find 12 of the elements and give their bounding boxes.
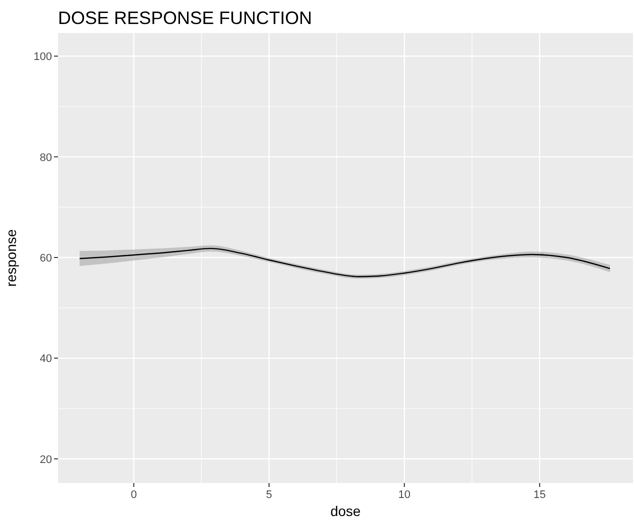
x-tick-label: 15	[534, 489, 546, 501]
x-tick-label: 10	[398, 489, 410, 501]
x-tick-label: 5	[266, 489, 272, 501]
y-tick-label: 20	[40, 454, 52, 466]
y-tick-label: 80	[40, 152, 52, 164]
chart-title: DOSE RESPONSE FUNCTION	[58, 8, 312, 28]
x-axis-title: dose	[330, 503, 361, 519]
x-tick-label: 0	[130, 489, 137, 501]
y-tick-label: 100	[34, 51, 52, 64]
y-tick-label: 60	[40, 252, 52, 264]
y-axis-title: response	[3, 228, 19, 287]
y-tick-label: 40	[40, 353, 52, 366]
